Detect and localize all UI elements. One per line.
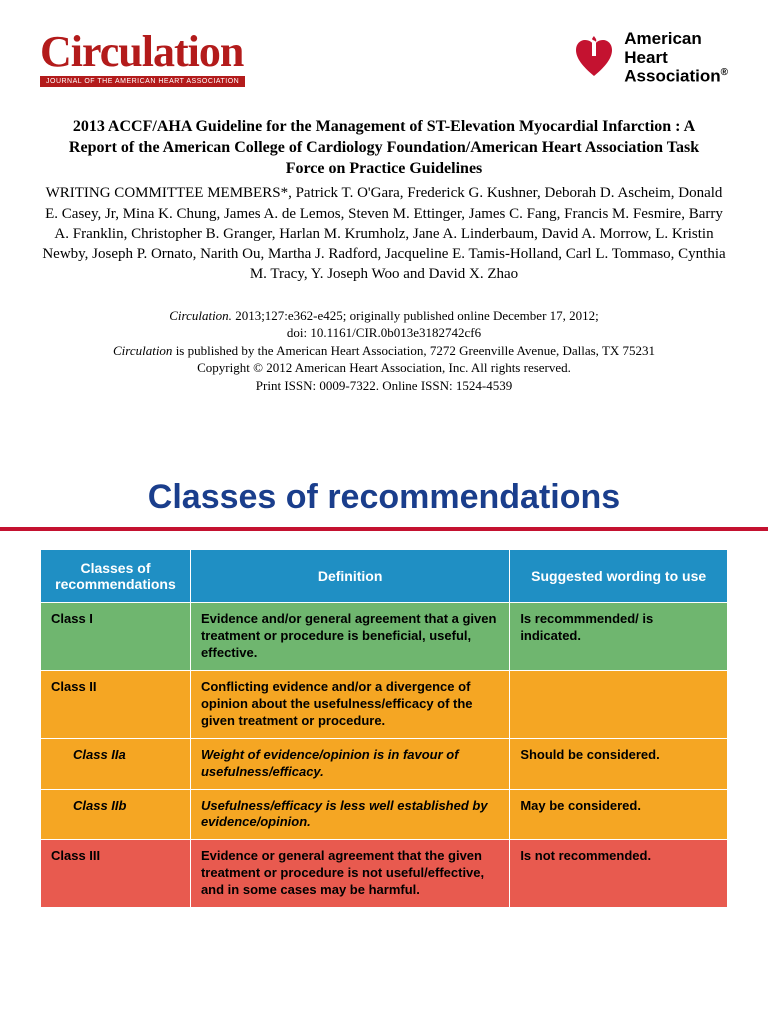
table-row: Class IIaWeight of evidence/opinion is i… bbox=[41, 738, 728, 789]
cell-suggested: Is recommmended/ is indicated. bbox=[510, 603, 728, 671]
cell-definition: Evidence or general agreement that the g… bbox=[190, 840, 509, 908]
registered-mark: ® bbox=[721, 67, 728, 78]
recommendations-table: Classes of recommendations Definition Su… bbox=[40, 549, 728, 908]
aha-line2: Heart bbox=[624, 48, 667, 67]
journal-logo: Circulation JOURNAL OF THE AMERICAN HEAR… bbox=[40, 30, 245, 87]
header-class: Classes of recommendations bbox=[41, 550, 191, 603]
table-row: Class IIConflicting evidence and/or a di… bbox=[41, 671, 728, 739]
article-title: 2013 ACCF/AHA Guideline for the Manageme… bbox=[50, 117, 718, 179]
cell-definition: Evidence and/or general agreement that a… bbox=[190, 603, 509, 671]
journal-tagline: JOURNAL OF THE AMERICAN HEART ASSOCIATIO… bbox=[40, 76, 245, 87]
masthead: Circulation JOURNAL OF THE AMERICAN HEAR… bbox=[40, 30, 728, 87]
citation-line5: Print ISSN: 0009-7322. Online ISSN: 1524… bbox=[40, 377, 728, 395]
citation-block: Circulation. 2013;127:e362-e425; origina… bbox=[40, 307, 728, 395]
red-divider bbox=[0, 527, 768, 531]
cell-class-label: Class II bbox=[41, 671, 191, 739]
page-header-region: Circulation JOURNAL OF THE AMERICAN HEAR… bbox=[0, 0, 768, 414]
table-header-row: Classes of recommendations Definition Su… bbox=[41, 550, 728, 603]
cell-suggested: Is not recommended. bbox=[510, 840, 728, 908]
slide-title: Classes of recommendations bbox=[0, 464, 768, 527]
heart-torch-icon bbox=[572, 36, 616, 80]
cell-class-label: Class III bbox=[41, 840, 191, 908]
citation-line3: Circulation is published by the American… bbox=[40, 342, 728, 360]
cell-class-label: Class I bbox=[41, 603, 191, 671]
cell-class-label: Class IIa bbox=[41, 738, 191, 789]
table-row: Class IIbUsefulness/efficacy is less wel… bbox=[41, 789, 728, 840]
cell-definition: Usefulness/efficacy is less well establi… bbox=[190, 789, 509, 840]
table-row: Class IEvidence and/or general agreement… bbox=[41, 603, 728, 671]
cell-suggested: May be considered. bbox=[510, 789, 728, 840]
table-row: Class IIIEvidence or general agreement t… bbox=[41, 840, 728, 908]
cell-definition: Weight of evidence/opinion is in favour … bbox=[190, 738, 509, 789]
citation-line4: Copyright © 2012 American Heart Associat… bbox=[40, 359, 728, 377]
header-definition: Definition bbox=[190, 550, 509, 603]
journal-name: Circulation bbox=[40, 30, 245, 74]
aha-line1: American bbox=[624, 29, 701, 48]
header-suggested: Suggested wording to use bbox=[510, 550, 728, 603]
slide-region: Classes of recommendations Classes of re… bbox=[0, 464, 768, 908]
article-authors: WRITING COMMITTEE MEMBERS*, Patrick T. O… bbox=[40, 183, 728, 284]
cell-definition: Conflicting evidence and/or a divergence… bbox=[190, 671, 509, 739]
cell-class-label: Class IIb bbox=[41, 789, 191, 840]
citation-line2: doi: 10.1161/CIR.0b013e3182742cf6 bbox=[40, 324, 728, 342]
aha-logo: American Heart Association® bbox=[572, 30, 728, 87]
cell-suggested bbox=[510, 671, 728, 739]
aha-text: American Heart Association® bbox=[624, 30, 728, 87]
citation-line1: Circulation. 2013;127:e362-e425; origina… bbox=[40, 307, 728, 325]
aha-line3: Association bbox=[624, 67, 720, 86]
cell-suggested: Should be considered. bbox=[510, 738, 728, 789]
